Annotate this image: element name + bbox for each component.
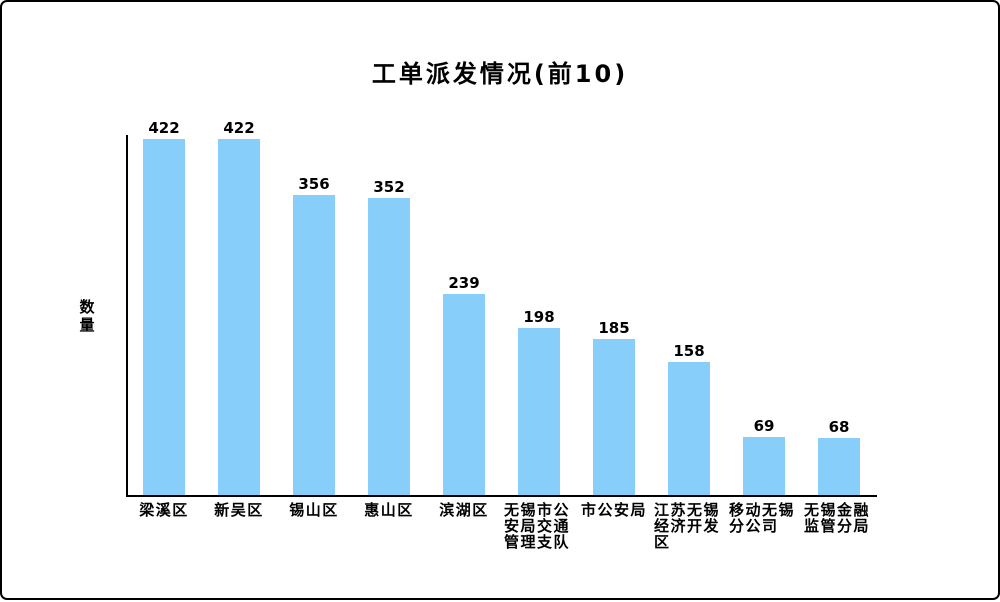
- bar-value-label: 356: [298, 175, 330, 193]
- x-axis-category-label: 无锡市公安局交通管理支队: [504, 501, 571, 551]
- x-axis-category-label: 惠山区: [364, 501, 414, 519]
- x-axis-category-label: 滨湖区: [439, 501, 489, 519]
- bar: [293, 195, 335, 495]
- bar: [593, 339, 635, 495]
- y-axis-label: 数量: [79, 298, 95, 334]
- bar: [743, 437, 785, 495]
- bar: [443, 294, 485, 495]
- x-axis-category-label: 梁溪区: [139, 501, 189, 519]
- x-axis-category-label: 市公安局: [580, 501, 648, 519]
- x-axis-category-label: 江苏无锡经济开发区: [654, 501, 721, 551]
- x-axis-category-label: 移动无锡分公司: [729, 501, 796, 535]
- bar-value-label: 68: [828, 418, 850, 436]
- bar-value-label: 422: [148, 119, 180, 137]
- bar-value-label: 185: [598, 319, 630, 337]
- bar-value-label: 422: [223, 119, 255, 137]
- x-axis-category-label: 新吴区: [214, 501, 264, 519]
- bar: [143, 139, 185, 495]
- x-axis-category-label: 锡山区: [289, 501, 339, 519]
- bar: [818, 438, 860, 495]
- bar-value-label: 239: [448, 274, 480, 292]
- bar: [218, 139, 260, 495]
- bar: [668, 362, 710, 495]
- bar-value-label: 158: [673, 342, 705, 360]
- bar: [368, 198, 410, 495]
- bar: [518, 328, 560, 495]
- bar-value-label: 352: [373, 178, 405, 196]
- x-axis-category-label: 无锡金融监管分局: [804, 501, 871, 535]
- bar-value-label: 198: [523, 308, 555, 326]
- chart-title: 工单派发情况(前10): [371, 60, 629, 88]
- bar-value-label: 69: [753, 417, 775, 435]
- y-axis-line: [126, 135, 128, 496]
- x-axis-line: [126, 495, 877, 497]
